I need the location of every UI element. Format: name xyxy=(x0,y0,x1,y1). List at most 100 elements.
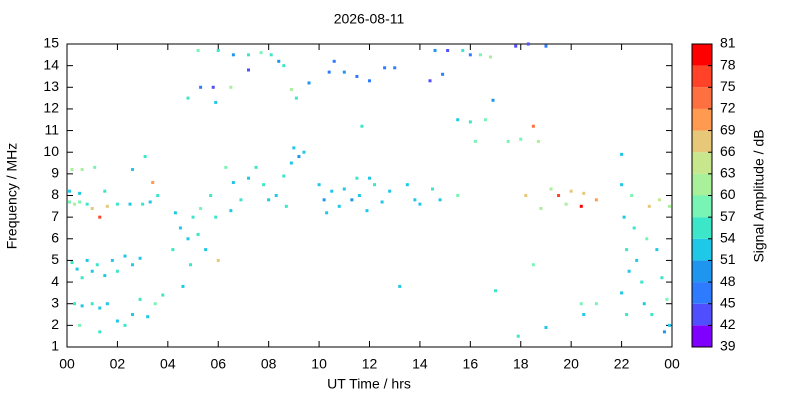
y-tick-label: 6 xyxy=(51,229,59,245)
point xyxy=(297,155,301,159)
point xyxy=(191,215,195,219)
y-tick-label: 10 xyxy=(43,143,59,159)
point xyxy=(68,189,72,193)
point xyxy=(282,174,286,178)
colorbar-segment xyxy=(692,325,712,347)
point xyxy=(660,276,664,280)
colorbar-tick-label: 72 xyxy=(720,100,736,116)
point xyxy=(254,165,258,169)
point xyxy=(231,181,235,185)
x-tick-label: 14 xyxy=(412,356,428,372)
point xyxy=(433,48,437,52)
point xyxy=(468,53,472,57)
point xyxy=(337,204,341,208)
y-tick-label: 1 xyxy=(51,338,59,354)
point xyxy=(657,198,661,202)
point xyxy=(171,248,175,252)
point xyxy=(302,150,306,154)
point xyxy=(153,302,157,306)
point xyxy=(80,276,84,280)
x-tick-label: 12 xyxy=(362,356,378,372)
point xyxy=(325,211,329,215)
point xyxy=(327,70,331,74)
point xyxy=(665,297,669,301)
point xyxy=(103,189,107,193)
point xyxy=(431,187,435,191)
point xyxy=(196,48,200,52)
point xyxy=(231,53,235,57)
point xyxy=(131,313,135,317)
point xyxy=(93,165,97,169)
point xyxy=(115,319,119,323)
point xyxy=(70,261,74,265)
point xyxy=(380,200,384,204)
point xyxy=(269,53,273,57)
point xyxy=(211,85,215,89)
point xyxy=(115,269,119,273)
colorbar-tick-label: 42 xyxy=(720,316,736,332)
point xyxy=(342,70,346,74)
y-tick-label: 13 xyxy=(43,78,59,94)
point xyxy=(642,302,646,306)
point xyxy=(196,232,200,236)
colorbar-segment xyxy=(692,65,712,88)
point xyxy=(178,226,182,230)
point xyxy=(186,96,190,100)
point xyxy=(90,302,94,306)
point xyxy=(514,44,518,48)
point xyxy=(138,297,142,301)
point xyxy=(473,139,477,143)
point xyxy=(368,79,371,83)
point xyxy=(85,258,89,262)
y-tick-label: 4 xyxy=(51,273,59,289)
point xyxy=(80,304,84,308)
point xyxy=(620,291,624,295)
point xyxy=(146,315,150,319)
colorbar-segment xyxy=(692,44,712,66)
point xyxy=(262,183,266,187)
point xyxy=(516,334,520,338)
point xyxy=(284,204,288,208)
point xyxy=(68,200,72,204)
colorbar-tick-label: 57 xyxy=(720,208,736,224)
point xyxy=(143,155,147,159)
point xyxy=(446,48,450,52)
point xyxy=(229,209,233,213)
point xyxy=(647,204,651,208)
point xyxy=(357,194,361,197)
point xyxy=(181,284,185,288)
colorbar-label: Signal Amplitude / dB xyxy=(751,129,767,262)
point xyxy=(620,183,624,187)
point xyxy=(393,66,397,70)
colorbar-segment xyxy=(692,260,712,283)
point xyxy=(141,202,145,206)
point xyxy=(123,254,127,258)
x-tick-label: 10 xyxy=(311,356,327,372)
colorbar-tick-label: 81 xyxy=(720,35,736,51)
point xyxy=(292,146,296,150)
point xyxy=(418,202,422,206)
point xyxy=(98,330,102,334)
point xyxy=(373,183,377,187)
point xyxy=(161,293,165,297)
point xyxy=(98,215,102,219)
colorbar-tick-label: 39 xyxy=(720,338,736,354)
x-tick-label: 04 xyxy=(160,356,176,372)
point xyxy=(216,48,220,52)
point xyxy=(330,189,334,193)
point xyxy=(519,137,523,141)
point xyxy=(428,79,432,83)
point xyxy=(564,202,568,206)
point xyxy=(524,194,528,197)
colorbar-tick-label: 69 xyxy=(720,121,736,137)
colorbar-segment xyxy=(692,130,712,153)
x-axis-label: UT Time / hrs xyxy=(327,376,411,392)
point xyxy=(90,269,94,273)
point xyxy=(405,183,409,187)
point xyxy=(294,96,298,100)
point xyxy=(78,200,82,204)
x-tick-label: 00 xyxy=(59,356,75,372)
point xyxy=(640,280,644,284)
point xyxy=(115,202,119,206)
point xyxy=(368,176,371,180)
